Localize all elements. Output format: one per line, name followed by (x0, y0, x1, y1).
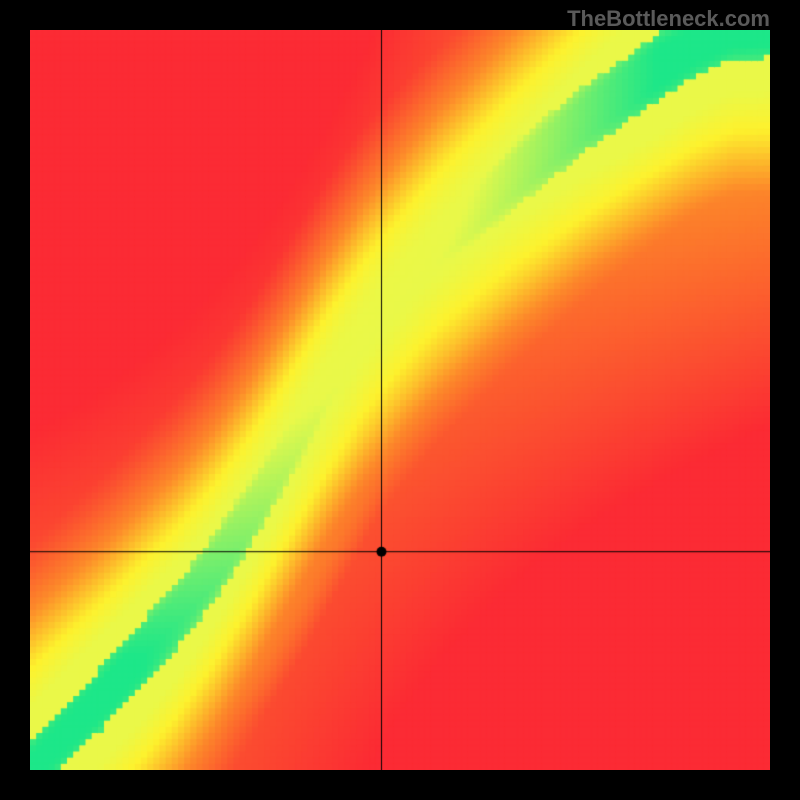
chart-container: TheBottleneck.com (0, 0, 800, 800)
watermark-text: TheBottleneck.com (567, 6, 770, 32)
heatmap-canvas (30, 30, 770, 770)
plot-area (30, 30, 770, 770)
